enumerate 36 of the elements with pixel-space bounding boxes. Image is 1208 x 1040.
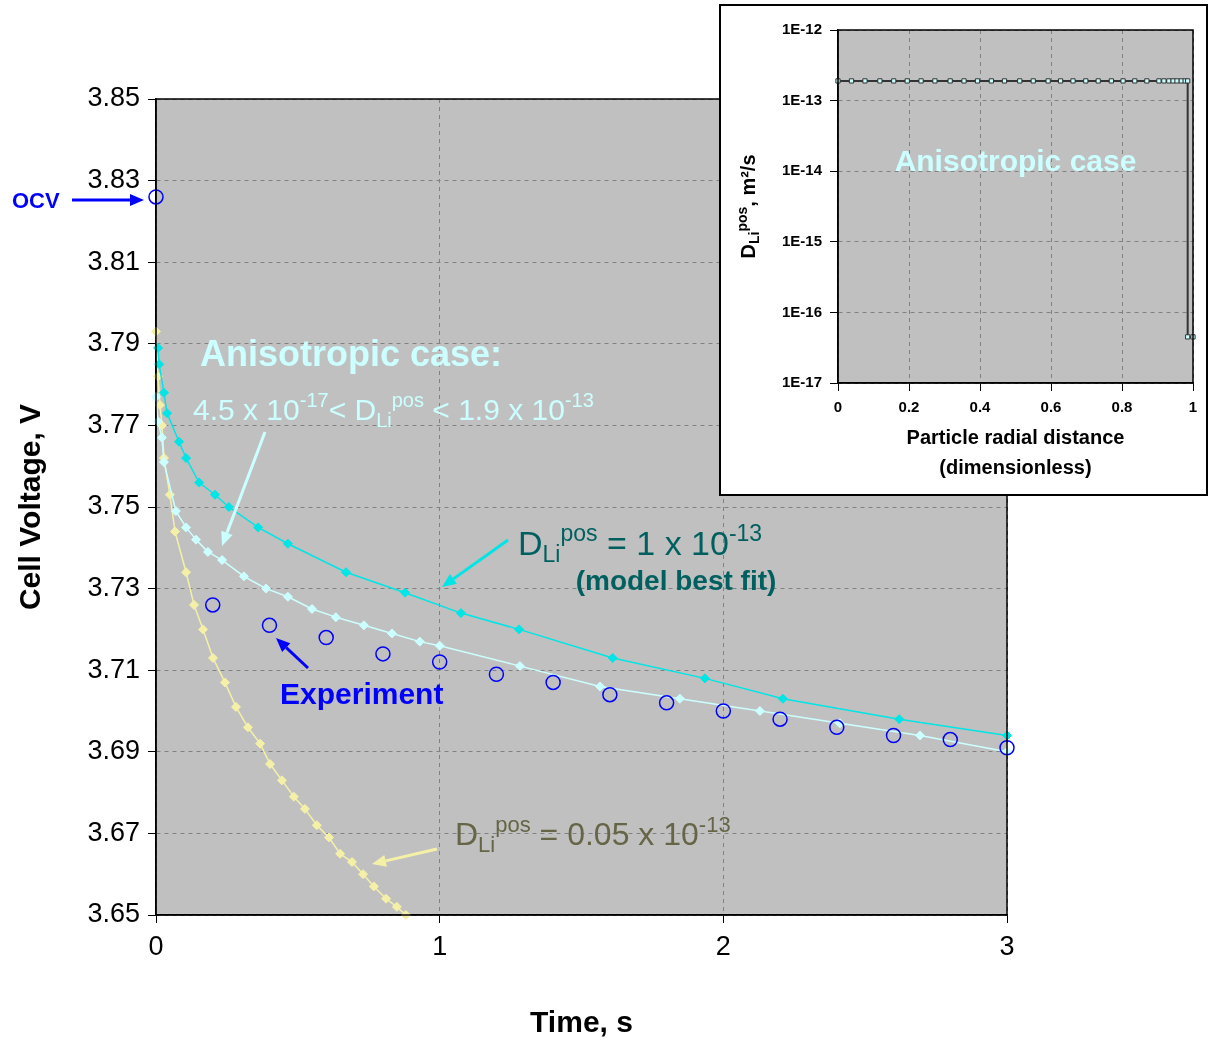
y-tick-label: 1E-17 [781,373,822,391]
y-tick-label: 3.69 [87,735,140,766]
x-tick-label: 0.8 [1111,398,1133,416]
y-tick-label: 3.81 [87,245,140,276]
y-tick-label: 1E-15 [781,231,822,249]
x-tick-label: 0.6 [1040,398,1062,416]
x-tick-label: 2 [715,930,731,961]
x-tick-label: 0.2 [898,398,920,416]
y-tick-label: 3.67 [87,816,140,847]
x-axis-title: Time, s [530,1005,633,1038]
x-tick-label: 0 [833,398,843,416]
y-tick-label: 1E-14 [781,161,823,179]
annotation: Anisotropic case: [200,333,503,374]
y-tick-label: 3.75 [87,490,140,521]
y-axis-title: Cell Voltage, V [13,403,46,611]
y-tick-label: 3.85 [87,82,140,113]
y-axis-title: DLipos, m²/s [733,154,763,259]
text: OCV [12,188,60,213]
y-tick-label: 1E-16 [781,302,822,320]
x-axis-title: Particle radial distance (dimensionless) [906,426,1125,478]
x-tick-label: 1 [1188,398,1198,416]
annotation: (model best fit) [575,565,777,596]
x-tick-label: 0.4 [969,398,992,416]
y-tick-label: 3.71 [87,653,140,684]
x-tick-label: 0 [148,930,164,961]
annotation: Anisotropic case [894,144,1137,178]
y-tick-label: 3.77 [87,408,140,439]
y-tick-label: 1E-12 [781,20,822,38]
y-tick-label: 3.79 [87,327,140,358]
y-tick-label: 1E-13 [781,90,822,108]
x-tick-label: 3 [999,930,1015,961]
annotation: Experiment [280,677,444,710]
x-tick-label: 1 [432,930,448,961]
y-tick-label: 3.83 [87,164,140,195]
y-tick-label: 3.73 [87,572,140,603]
y-tick-label: 3.65 [87,898,140,929]
